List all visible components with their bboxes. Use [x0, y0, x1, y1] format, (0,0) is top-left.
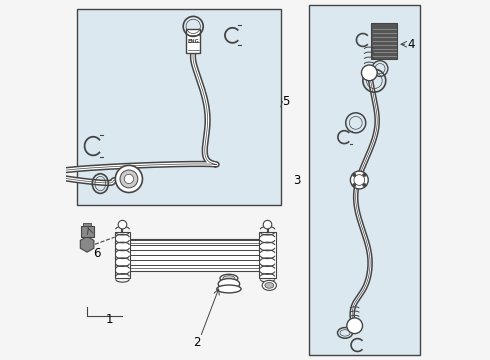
Ellipse shape [265, 283, 274, 288]
Text: 6: 6 [93, 247, 100, 260]
Ellipse shape [217, 285, 241, 293]
Circle shape [362, 65, 377, 81]
Circle shape [352, 183, 356, 187]
Ellipse shape [218, 279, 240, 289]
Bar [309, 5, 420, 355]
Bar [77, 9, 281, 205]
Circle shape [120, 170, 138, 188]
Circle shape [124, 174, 134, 184]
Circle shape [118, 220, 127, 229]
Text: ENG: ENG [187, 39, 199, 44]
Text: 5: 5 [282, 95, 290, 108]
Bar [371, 23, 397, 59]
Ellipse shape [220, 274, 238, 282]
Circle shape [263, 220, 272, 229]
Ellipse shape [262, 280, 276, 291]
Circle shape [347, 318, 363, 334]
Bar [129, 239, 261, 271]
Bar [115, 232, 130, 278]
Bar [83, 223, 92, 226]
Text: 4: 4 [407, 38, 415, 51]
Circle shape [115, 165, 143, 193]
Text: 2: 2 [193, 336, 200, 349]
Text: 3: 3 [293, 174, 300, 186]
Circle shape [352, 173, 356, 177]
Circle shape [363, 173, 366, 177]
Polygon shape [80, 237, 94, 252]
Bar [186, 29, 200, 53]
Ellipse shape [223, 276, 235, 281]
Circle shape [363, 183, 366, 187]
Bar [259, 232, 276, 278]
Text: 1: 1 [105, 313, 113, 326]
Bar [81, 226, 94, 237]
Circle shape [350, 171, 368, 189]
